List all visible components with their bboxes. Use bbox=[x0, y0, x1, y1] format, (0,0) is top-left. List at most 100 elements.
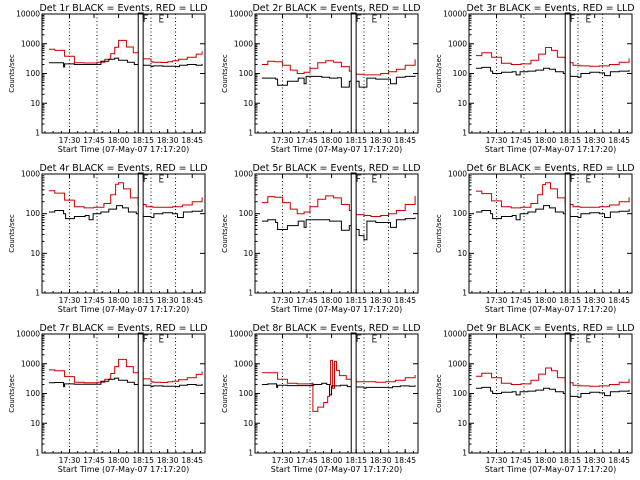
y-tick-label: 100 bbox=[26, 69, 41, 78]
x-tick-label: 18:45 bbox=[181, 456, 203, 465]
panel-title: Det 3r BLACK = Events, RED = LLD bbox=[466, 3, 634, 14]
events-series-line bbox=[475, 386, 630, 398]
events-series-line bbox=[261, 382, 416, 396]
x-tick-label: 18:30 bbox=[584, 296, 606, 305]
y-tick-label: 1 bbox=[462, 129, 467, 138]
lld-series-line bbox=[475, 182, 630, 209]
y-tick-label: 1000 bbox=[448, 359, 467, 368]
flag-marker-f bbox=[570, 14, 576, 22]
x-tick-label: 17:45 bbox=[83, 136, 105, 145]
y-tick-label: 100 bbox=[453, 69, 468, 78]
x-axis-label: Start Time (07-May-07 17:17:20) bbox=[271, 145, 402, 154]
x-axis-label: Start Time (07-May-07 17:17:20) bbox=[485, 465, 616, 474]
flag-marker-e bbox=[159, 334, 164, 343]
x-tick-label: 18:15 bbox=[559, 456, 581, 465]
x-tick-label: 18:45 bbox=[181, 136, 203, 145]
y-tick-label: 1000 bbox=[21, 39, 40, 48]
x-tick-label: 17:30 bbox=[59, 136, 81, 145]
x-tick-label: 18:15 bbox=[132, 296, 154, 305]
y-tick-label: 1000 bbox=[21, 359, 40, 368]
lld-series-line bbox=[475, 47, 630, 67]
y-axis-label: Counts/sec bbox=[221, 374, 229, 413]
x-tick-label: 18:15 bbox=[345, 456, 367, 465]
panel-title: Det 9r BLACK = Events, RED = LLD bbox=[466, 323, 634, 334]
detector-panel-1: Det 1r BLACK = Events, RED = LLD 17:30 17:… bbox=[8, 3, 208, 154]
y-tick-label: 1000 bbox=[448, 39, 467, 48]
flag-marker-f bbox=[143, 14, 149, 22]
flag-marker-e bbox=[586, 14, 591, 23]
flag-marker-f bbox=[356, 14, 362, 22]
y-tick-label: 100 bbox=[453, 209, 468, 218]
y-tick-label: 1000 bbox=[448, 170, 467, 179]
events-series-line bbox=[48, 57, 203, 68]
x-tick-label: 18:15 bbox=[559, 136, 581, 145]
x-tick-label: 18:30 bbox=[584, 456, 606, 465]
x-tick-label: 17:30 bbox=[486, 456, 508, 465]
flag-marker-e bbox=[159, 174, 164, 183]
x-axis-label: Start Time (07-May-07 17:17:20) bbox=[485, 305, 616, 314]
x-tick-label: 18:00 bbox=[321, 296, 343, 305]
detector-panel-8: Det 8r BLACK = Events, RED = LLD 17:30 17:… bbox=[221, 323, 421, 474]
panel-title: Det 5r BLACK = Events, RED = LLD bbox=[252, 163, 420, 174]
y-tick-label: 10 bbox=[243, 249, 253, 258]
events-series-line bbox=[261, 75, 416, 88]
y-tick-label: 1 bbox=[35, 129, 40, 138]
lld-series-line bbox=[48, 182, 203, 209]
x-tick-label: 17:30 bbox=[59, 456, 81, 465]
detector-panel-9: Det 9r BLACK = Events, RED = LLD 17:30 17:… bbox=[435, 323, 635, 474]
y-tick-label: 1 bbox=[248, 129, 253, 138]
x-tick-label: 18:30 bbox=[157, 136, 179, 145]
lld-series-line bbox=[48, 358, 203, 384]
events-series-line bbox=[48, 205, 203, 221]
events-series-line bbox=[261, 217, 416, 241]
detector-panel-2: Det 2r BLACK = Events, RED = LLD 17:30 17:… bbox=[221, 3, 421, 154]
x-tick-label: 18:00 bbox=[535, 136, 557, 145]
x-tick-label: 17:45 bbox=[296, 456, 318, 465]
x-tick-label: 18:30 bbox=[370, 296, 392, 305]
events-series-line bbox=[475, 66, 630, 78]
x-tick-label: 18:30 bbox=[157, 296, 179, 305]
data-gap-bar bbox=[564, 172, 571, 294]
detector-panel-3: Det 3r BLACK = Events, RED = LLD 17:30 17:… bbox=[435, 3, 635, 154]
x-tick-label: 17:45 bbox=[296, 296, 318, 305]
detector-panel-7: Det 7r BLACK = Events, RED = LLD 17:30 17:… bbox=[8, 323, 208, 474]
x-tick-label: 17:45 bbox=[510, 456, 532, 465]
x-axis-label: Start Time (07-May-07 17:17:20) bbox=[271, 465, 402, 474]
y-tick-label: 1 bbox=[462, 449, 467, 458]
data-gap-bar bbox=[350, 332, 357, 454]
y-axis-label: Counts/sec bbox=[8, 214, 16, 253]
panel-title: Det 8r BLACK = Events, RED = LLD bbox=[252, 323, 420, 334]
y-tick-label: 10000 bbox=[229, 10, 253, 19]
data-gap-bar bbox=[350, 12, 357, 134]
x-tick-label: 18:00 bbox=[535, 456, 557, 465]
data-gap-bar bbox=[137, 172, 144, 294]
flag-marker-f bbox=[356, 334, 362, 342]
y-tick-label: 10 bbox=[30, 249, 40, 258]
panel-title: Det 1r BLACK = Events, RED = LLD bbox=[39, 3, 207, 14]
flag-marker-f bbox=[356, 174, 362, 182]
flag-marker-f bbox=[570, 174, 576, 182]
lld-series-line bbox=[261, 59, 416, 76]
y-tick-label: 10000 bbox=[443, 330, 467, 339]
y-tick-label: 10 bbox=[243, 419, 253, 428]
x-axis-label: Start Time (07-May-07 17:17:20) bbox=[485, 145, 616, 154]
y-tick-label: 1 bbox=[248, 289, 253, 298]
y-tick-label: 10 bbox=[30, 419, 40, 428]
x-tick-label: 18:45 bbox=[394, 456, 416, 465]
detector-panel-4: Det 4r BLACK = Events, RED = LLD 17:30 17:… bbox=[8, 163, 208, 314]
x-tick-label: 18:30 bbox=[157, 456, 179, 465]
y-tick-label: 1 bbox=[248, 449, 253, 458]
y-tick-label: 1000 bbox=[234, 39, 253, 48]
x-tick-label: 17:30 bbox=[272, 456, 294, 465]
x-tick-label: 17:30 bbox=[486, 296, 508, 305]
x-tick-label: 18:45 bbox=[608, 456, 630, 465]
y-axis-label: Counts/sec bbox=[8, 54, 16, 93]
x-tick-label: 18:45 bbox=[394, 136, 416, 145]
detector-panel-5: Det 5r BLACK = Events, RED = LLD 17:30 17:… bbox=[221, 163, 421, 314]
x-tick-label: 18:00 bbox=[108, 456, 130, 465]
panel-title: Det 6r BLACK = Events, RED = LLD bbox=[466, 163, 634, 174]
y-tick-label: 10000 bbox=[229, 330, 253, 339]
x-tick-label: 18:45 bbox=[394, 296, 416, 305]
x-axis-label: Start Time (07-May-07 17:17:20) bbox=[58, 145, 189, 154]
